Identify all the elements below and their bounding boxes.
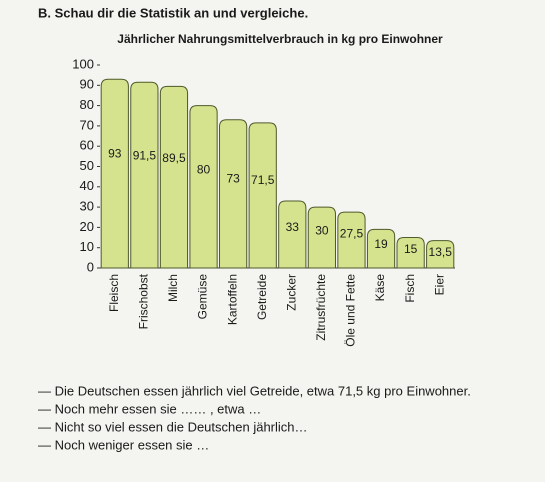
- x-tick-label: Fisch: [403, 274, 417, 303]
- bar: [278, 200, 307, 269]
- value-label: 19: [374, 237, 388, 251]
- x-tick-label: Öle und Fette: [344, 274, 358, 347]
- y-tick-label: 70: [80, 117, 94, 132]
- value-label: 13,5: [429, 245, 453, 259]
- y-tick-label: 30: [80, 199, 94, 214]
- x-tick-label: Eier: [432, 274, 446, 295]
- bar: [159, 85, 189, 269]
- bar: [426, 240, 455, 269]
- bar: [100, 78, 129, 269]
- value-label: 30: [315, 224, 329, 238]
- sentence: — Noch weniger essen sie …: [38, 437, 209, 452]
- y-tick-label: 50: [80, 158, 94, 173]
- sentences: — Die Deutschen essen jährlich viel Getr…: [38, 383, 471, 452]
- x-tick-label: Zitrusfrüchte: [314, 274, 328, 341]
- value-label: 91,5: [133, 149, 157, 163]
- value-label: 93: [108, 146, 122, 160]
- value-label: 89,5: [162, 151, 186, 165]
- bar: [189, 105, 218, 269]
- sentence: — Noch mehr essen sie …… , etwa …: [38, 401, 261, 416]
- sentence: — Nicht so viel essen die Deutschen jähr…: [38, 419, 308, 434]
- x-tick-label: Kartoffeln: [225, 274, 239, 325]
- chart-title: Jährlicher Nahrungsmittelverbrauch in kg…: [117, 32, 443, 46]
- y-tick-label: 90: [80, 77, 94, 92]
- value-label: 33: [286, 220, 300, 234]
- y-tick-label: 10: [80, 239, 94, 254]
- y-tick-label: 20: [80, 219, 94, 234]
- value-label: 73: [226, 171, 240, 185]
- x-tick-label: Fleisch: [107, 274, 121, 312]
- heading: B. Schau dir die Statistik an und vergle…: [38, 5, 308, 20]
- value-label: 15: [404, 242, 418, 256]
- y-tick-label: 100: [72, 56, 94, 71]
- x-tick-label: Gemüse: [196, 274, 210, 320]
- y-tick-label: 40: [80, 178, 94, 193]
- x-tick-label: Frischobst: [137, 273, 151, 329]
- bar: [396, 237, 425, 269]
- x-tick-label: Käse: [373, 274, 387, 302]
- sentence: — Die Deutschen essen jährlich viel Getr…: [38, 383, 471, 398]
- bar: [130, 81, 159, 269]
- y-tick-label: 0: [87, 259, 94, 274]
- y-tick-label: 80: [80, 97, 94, 112]
- bar: [219, 119, 248, 269]
- value-label: 71,5: [251, 173, 275, 187]
- bar: [337, 211, 366, 269]
- bar: [307, 206, 336, 269]
- x-tick-label: Milch: [166, 274, 180, 302]
- value-label: 80: [197, 163, 211, 177]
- y-tick-label: 60: [80, 138, 94, 153]
- value-label: 27,5: [340, 227, 364, 241]
- bar: [248, 122, 277, 269]
- bar: [366, 228, 396, 269]
- x-tick-label: Getreide: [255, 274, 269, 320]
- x-tick-label: Zucker: [284, 274, 298, 311]
